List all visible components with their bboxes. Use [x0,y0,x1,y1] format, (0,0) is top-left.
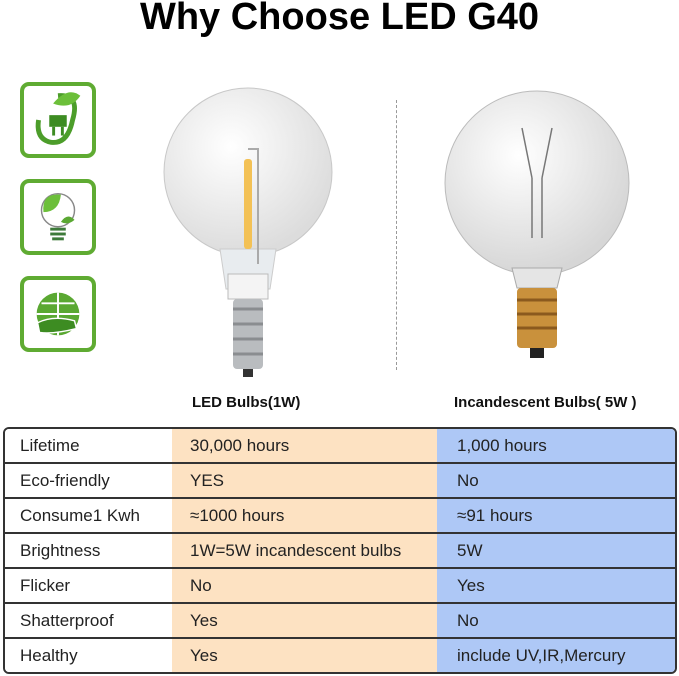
incandescent-value: No [437,604,675,639]
led-value: ≈1000 hours [172,499,437,534]
led-value: 30,000 hours [172,429,437,464]
row-label: Shatterproof [5,604,172,639]
table-row: Consume1 Kwh ≈1000 hours ≈91 hours [5,499,675,534]
incandescent-value: ≈91 hours [437,499,675,534]
incandescent-value: 5W [437,534,675,569]
row-label: Healthy [5,639,172,672]
globe-hand-icon [20,276,96,352]
table-row: Healthy Yes include UV,IR,Mercury [5,639,675,672]
led-value: Yes [172,639,437,672]
led-value: No [172,569,437,604]
led-value: 1W=5W incandescent bulbs [172,534,437,569]
led-value: Yes [172,604,437,639]
comparison-table: Lifetime 30,000 hours 1,000 hours Eco-frien… [3,427,677,674]
row-label: Eco-friendly [5,464,172,499]
row-label: Flicker [5,569,172,604]
row-label: Consume1 Kwh [5,499,172,534]
incandescent-value: No [437,464,675,499]
eco-plug-icon [20,82,96,158]
led-bulb-image [163,87,333,377]
incandescent-value: Yes [437,569,675,604]
table-row: Brightness 1W=5W incandescent bulbs 5W [5,534,675,569]
table-row: Flicker No Yes [5,569,675,604]
incandescent-column-header: Incandescent Bulbs( 5W ) [454,394,637,411]
table-row: Eco-friendly YES No [5,464,675,499]
incandescent-value: 1,000 hours [437,429,675,464]
table-row: Shatterproof Yes No [5,604,675,639]
divider [396,100,397,370]
row-label: Lifetime [5,429,172,464]
incandescent-value: include UV,IR,Mercury [437,639,675,672]
eco-bulb-icon [20,179,96,255]
led-column-header: LED Bulbs(1W) [192,394,301,411]
incandescent-bulb-image [444,90,630,358]
row-label: Brightness [5,534,172,569]
table-row: Lifetime 30,000 hours 1,000 hours [5,429,675,464]
led-value: YES [172,464,437,499]
page-title: Why Choose LED G40 [139,0,540,38]
